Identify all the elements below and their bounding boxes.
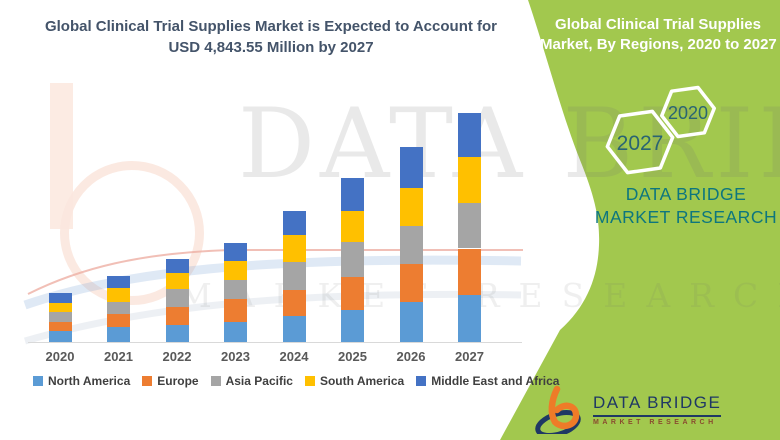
bar-segment-2021-asia-pacific bbox=[107, 301, 130, 314]
legend-label: North America bbox=[48, 374, 131, 388]
bar-segment-2027-europe bbox=[458, 248, 481, 295]
bar-segment-2020-north-america bbox=[48, 331, 72, 342]
bar-segment-2021-south-america bbox=[107, 288, 130, 302]
bar-segment-2024-europe bbox=[282, 290, 306, 317]
x-axis-label-2027: 2027 bbox=[455, 349, 484, 364]
bar-segment-2023-south-america bbox=[224, 260, 247, 280]
legend-swatch-icon bbox=[416, 376, 427, 386]
x-axis-label-2021: 2021 bbox=[104, 349, 133, 364]
logo-name: DATA BRIDGE bbox=[593, 393, 722, 417]
panel-title-line1: Global Clinical Trial Supplies bbox=[555, 16, 761, 33]
bar-segment-2024-north-america bbox=[282, 316, 306, 342]
bar-segment-2025-north-america bbox=[341, 309, 364, 342]
legend-swatch-icon bbox=[210, 376, 221, 386]
watermark-logo-stem bbox=[50, 83, 73, 229]
legend-item-middle-east-and-africa: Middle East and Africa bbox=[416, 374, 559, 388]
data-bridge-logo-icon bbox=[535, 385, 581, 434]
legend-swatch-icon bbox=[142, 376, 153, 386]
bar-segment-2021-europe bbox=[107, 313, 130, 328]
legend-item-asia-pacific: Asia Pacific bbox=[210, 374, 293, 388]
chart-legend: North America Europe Asia Pacific South Ame… bbox=[33, 374, 559, 388]
legend-item-north-america: North America bbox=[33, 374, 130, 388]
legend-label: South America bbox=[319, 374, 405, 388]
bar-segment-2022-middle-east-and-africa bbox=[165, 259, 189, 274]
bar-segment-2024-middle-east-and-africa bbox=[282, 211, 306, 236]
legend-label: Asia Pacific bbox=[225, 374, 293, 388]
bar-segment-2026-europe bbox=[399, 263, 423, 302]
chart-title-line1: Global Clinical Trial Supplies Market is… bbox=[44, 18, 498, 35]
bar-segment-2020-asia-pacific bbox=[48, 312, 72, 322]
bar-segment-2020-middle-east-and-africa bbox=[48, 292, 72, 303]
x-axis-label-2023: 2023 bbox=[221, 349, 250, 364]
bar-segment-2025-asia-pacific bbox=[341, 241, 364, 277]
legend-item-south-america: South America bbox=[304, 374, 405, 388]
bar-segment-2026-asia-pacific bbox=[399, 225, 423, 264]
bar-segment-2025-middle-east-and-africa bbox=[341, 177, 364, 211]
bar-segment-2027-middle-east-and-africa bbox=[458, 113, 481, 157]
brand-wordmark: DATA BRIDGE MARKET RESEARCH bbox=[594, 184, 778, 227]
x-axis-label-2026: 2026 bbox=[396, 349, 426, 364]
bar-segment-2023-north-america bbox=[224, 321, 247, 342]
legend-label: Europe bbox=[157, 374, 199, 388]
logo-text-block: DATA BRIDGE MARKET RESEARCH bbox=[593, 393, 722, 426]
chart-title-line2: USD 4,843.55 Million by 2027 bbox=[168, 39, 374, 56]
stacked-bar-plot-area bbox=[28, 100, 522, 343]
bar-segment-2021-north-america bbox=[107, 327, 130, 342]
bar-segment-2026-middle-east-and-africa bbox=[399, 146, 423, 188]
chart-title: Global Clinical Trial Supplies Market is… bbox=[18, 16, 524, 58]
legend-item-europe: Europe bbox=[142, 374, 199, 388]
bar-segment-2025-europe bbox=[341, 276, 364, 310]
panel-title: Global Clinical Trial Supplies Market, B… bbox=[540, 15, 777, 56]
bar-segment-2024-asia-pacific bbox=[282, 262, 306, 291]
bar-segment-2026-north-america bbox=[399, 301, 423, 342]
bar-segment-2023-middle-east-and-africa bbox=[224, 242, 247, 261]
bar-segment-2023-europe bbox=[224, 299, 247, 322]
bar-segment-2022-europe bbox=[165, 306, 189, 325]
company-logo: DATA BRIDGE MARKET RESEARCH bbox=[534, 384, 722, 434]
bar-segment-2020-south-america bbox=[48, 302, 72, 313]
logo-subtitle: MARKET RESEARCH bbox=[593, 418, 717, 426]
bar-segment-2022-asia-pacific bbox=[165, 289, 189, 307]
x-axis-labels: 2020 2021 2022 2023 2024 2025 2026 2027 bbox=[0, 349, 560, 369]
x-axis-label-2020: 2020 bbox=[45, 349, 75, 364]
bar-segment-2020-europe bbox=[48, 321, 72, 332]
bar-segment-2024-south-america bbox=[282, 235, 306, 263]
watermark-logo-ring bbox=[60, 161, 204, 305]
bar-segment-2027-south-america bbox=[458, 156, 481, 203]
bar-segment-2026-south-america bbox=[399, 187, 423, 226]
bar-segment-2027-asia-pacific bbox=[458, 202, 481, 249]
bar-segment-2027-north-america bbox=[458, 294, 481, 342]
bar-segment-2023-asia-pacific bbox=[224, 279, 247, 300]
x-axis-label-2022: 2022 bbox=[162, 349, 192, 364]
x-axis-label-2025: 2025 bbox=[338, 349, 367, 364]
legend-label: Middle East and Africa bbox=[431, 374, 560, 388]
bar-segment-2021-middle-east-and-africa bbox=[107, 275, 130, 289]
legend-swatch-icon bbox=[304, 376, 315, 386]
bar-segment-2025-south-america bbox=[341, 210, 364, 242]
bar-segment-2022-south-america bbox=[165, 273, 189, 290]
panel-title-line2: Market, By Regions, 2020 to 2027 bbox=[540, 36, 777, 54]
x-axis-label-2024: 2024 bbox=[279, 349, 309, 364]
bar-segment-2022-north-america bbox=[165, 324, 189, 342]
legend-swatch-icon bbox=[33, 376, 43, 386]
